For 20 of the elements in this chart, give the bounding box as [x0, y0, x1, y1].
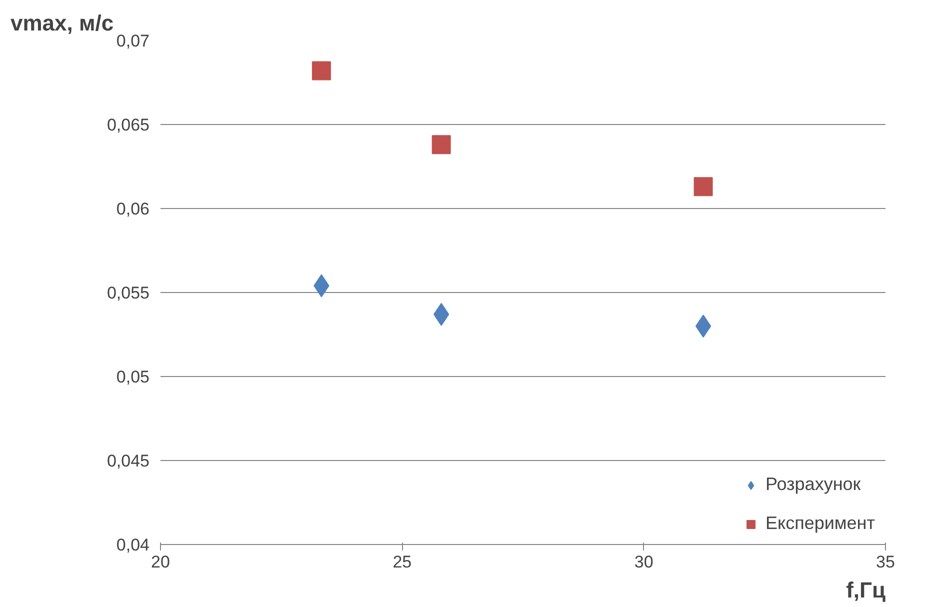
y-tick-label: 0,065: [106, 116, 150, 134]
x-tick-label: 20: [151, 552, 170, 572]
point: [695, 314, 712, 338]
x-tick-label: 35: [876, 552, 895, 572]
x-tick-label: 30: [634, 552, 654, 572]
x-tick-label: 25: [392, 552, 412, 572]
point: [694, 177, 713, 196]
y-tick-label: 0,07: [116, 32, 150, 50]
y-tick-label: 0,055: [106, 284, 150, 302]
y-tick-label: 0,06: [116, 200, 150, 218]
y-tick-label: 0,05: [116, 368, 150, 386]
point: [433, 302, 450, 326]
legend-label: Експеримент: [766, 513, 875, 534]
y-tick-label: 0,045: [106, 452, 150, 470]
legend-label: Розрахунок: [766, 474, 861, 495]
point: [432, 135, 451, 154]
x-axis-title: f,Гц: [846, 578, 886, 602]
y-tick-label: 0,04: [116, 536, 150, 554]
y-axis-title: vmax, м/с: [10, 10, 114, 36]
point: [312, 61, 331, 80]
